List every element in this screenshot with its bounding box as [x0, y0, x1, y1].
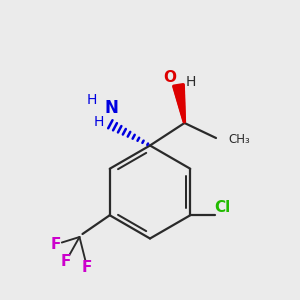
Text: F: F: [61, 254, 71, 268]
Text: Cl: Cl: [214, 200, 230, 214]
Text: F: F: [50, 237, 61, 252]
Text: N: N: [104, 99, 118, 117]
Text: H: H: [86, 94, 97, 107]
Text: H: H: [185, 76, 196, 89]
Text: CH₃: CH₃: [229, 133, 250, 146]
Text: F: F: [82, 260, 92, 274]
Text: O: O: [163, 70, 176, 86]
Text: H: H: [94, 115, 104, 128]
